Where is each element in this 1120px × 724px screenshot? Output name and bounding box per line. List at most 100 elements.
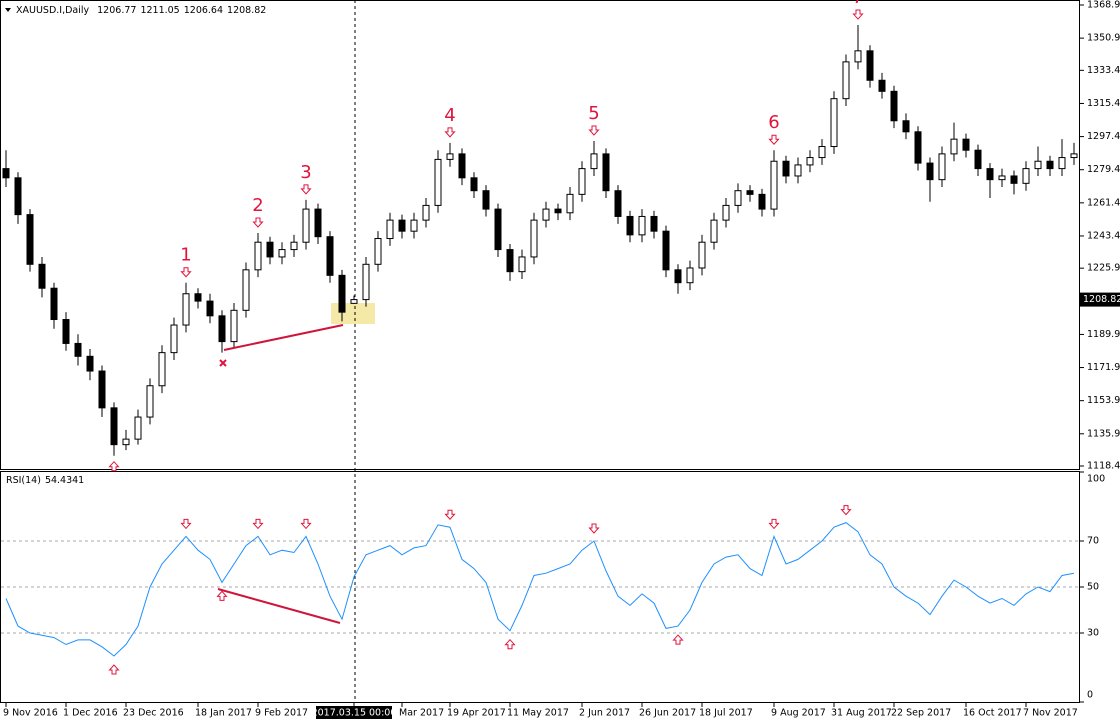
candle-body <box>374 238 382 265</box>
candle-body <box>218 315 226 343</box>
highlight-box <box>331 303 375 324</box>
y-tick-label: 1297.40 <box>1087 131 1120 142</box>
candle-body <box>1046 160 1054 170</box>
candle-body <box>254 241 262 271</box>
candle-body <box>350 299 358 304</box>
y-tick-label: 30 <box>1087 628 1099 639</box>
candle-body <box>842 61 850 100</box>
y-tick-label: 1333.40 <box>1087 65 1120 76</box>
candle-body <box>542 208 550 221</box>
candle-body <box>410 219 418 232</box>
candle-body <box>1010 175 1018 184</box>
candle-body <box>674 269 682 284</box>
peak-arrow <box>768 134 780 145</box>
y-tick-label: 100 <box>1087 474 1105 485</box>
candle-body <box>962 138 970 151</box>
x-tick-label: 26 Jun 2017 <box>639 708 696 719</box>
candle-body <box>710 219 718 243</box>
candle-body <box>338 274 346 313</box>
close-value: 1208.82 <box>227 5 266 16</box>
candle-body <box>182 293 190 326</box>
x-tick-label: 22 Sep 2017 <box>891 708 951 719</box>
x-tick-label: Mar 2017 <box>399 708 444 719</box>
candle-body <box>290 241 298 251</box>
candle-body <box>614 190 622 217</box>
candle-body <box>518 256 526 273</box>
candle-body <box>722 204 730 221</box>
rsi-divergence-line <box>217 588 341 624</box>
rsi-trough-arrow <box>108 664 120 675</box>
rsi-peak-arrow <box>768 518 780 530</box>
candle-body <box>14 177 22 216</box>
candle-body <box>278 249 286 258</box>
wave-label: 6 <box>768 112 779 133</box>
candle-body <box>782 160 790 177</box>
x-tick-label: 31 Aug 2017 <box>831 708 892 719</box>
candle-body <box>746 190 754 195</box>
peak-arrow <box>852 9 864 20</box>
candle-body <box>50 287 58 321</box>
trough-arrow <box>108 460 120 472</box>
candle-body <box>890 90 898 122</box>
peak-arrow <box>444 127 456 138</box>
candle-body <box>1022 168 1030 184</box>
rsi-header: RSI(14) 54.4341 <box>6 475 84 486</box>
candle-body <box>926 162 934 181</box>
y-tick-label: 0 <box>1087 690 1093 701</box>
candle-body <box>662 230 670 271</box>
candle-body <box>506 249 514 273</box>
candle-body <box>122 438 130 446</box>
x-tick-label: 1 Dec 2016 <box>63 708 118 719</box>
candle-body <box>986 168 994 181</box>
x-tick-label: 18 Jan 2017 <box>195 708 252 719</box>
candle-body <box>1034 160 1042 170</box>
x-tick-label: 9 Feb 2017 <box>255 708 308 719</box>
candle-body <box>566 193 574 214</box>
x-tick-label: 18 Jul 2017 <box>699 708 753 719</box>
peak-arrow <box>588 125 600 136</box>
rsi-trough-arrow <box>672 634 684 645</box>
high-value: 1211.05 <box>140 5 179 16</box>
candle-body <box>806 157 814 166</box>
candle-body <box>686 267 694 284</box>
symbol: XAUUSD.I,Daily <box>16 5 90 16</box>
y-tick-label: 1135.90 <box>1087 428 1120 439</box>
candle-body <box>698 241 706 269</box>
candle-body <box>302 208 310 243</box>
candle-body <box>326 236 334 276</box>
candle-body <box>194 293 202 302</box>
candle-body <box>62 319 70 344</box>
y-tick-label: 1315.40 <box>1087 98 1120 109</box>
candle-body <box>482 190 490 210</box>
candle-body <box>74 342 82 357</box>
x-tick-label: 2 Jun 2017 <box>579 708 630 719</box>
y-tick-label: 1261.40 <box>1087 197 1120 208</box>
candle-body <box>458 153 466 179</box>
symbol-header: XAUUSD.I,Daily 1206.77 1211.05 1206.64 1208.… <box>16 5 266 16</box>
candle-body <box>134 416 142 440</box>
candle-body <box>434 158 442 206</box>
x-tick-label: 2017.03.15 00:00 <box>312 708 397 719</box>
rsi-peak-arrow <box>840 505 852 516</box>
cross-mark <box>219 359 227 367</box>
candle-body <box>26 214 34 265</box>
candle-body <box>362 263 370 301</box>
low-value: 1206.64 <box>184 5 223 16</box>
x-tick-label: 7 Nov 2017 <box>1023 708 1078 719</box>
x-tick-label: 9 Aug 2017 <box>771 708 826 719</box>
candle-body <box>758 193 766 210</box>
y-tick-label: 1243.40 <box>1087 230 1120 241</box>
wave-label: 1 <box>180 245 191 266</box>
wave-label: 3 <box>300 162 311 183</box>
rsi-name: RSI(14) <box>6 475 41 486</box>
candle-body <box>206 300 214 317</box>
x-tick-label: 19 Apr 2017 <box>447 708 506 719</box>
peak-arrow <box>180 267 192 278</box>
y-tick-label: 50 <box>1087 582 1099 593</box>
candle-body <box>554 208 562 214</box>
candle-body <box>1058 157 1066 170</box>
candle-body <box>266 241 274 258</box>
rsi-value: 54.4341 <box>45 475 84 486</box>
rsi-peak-arrow <box>444 509 456 520</box>
